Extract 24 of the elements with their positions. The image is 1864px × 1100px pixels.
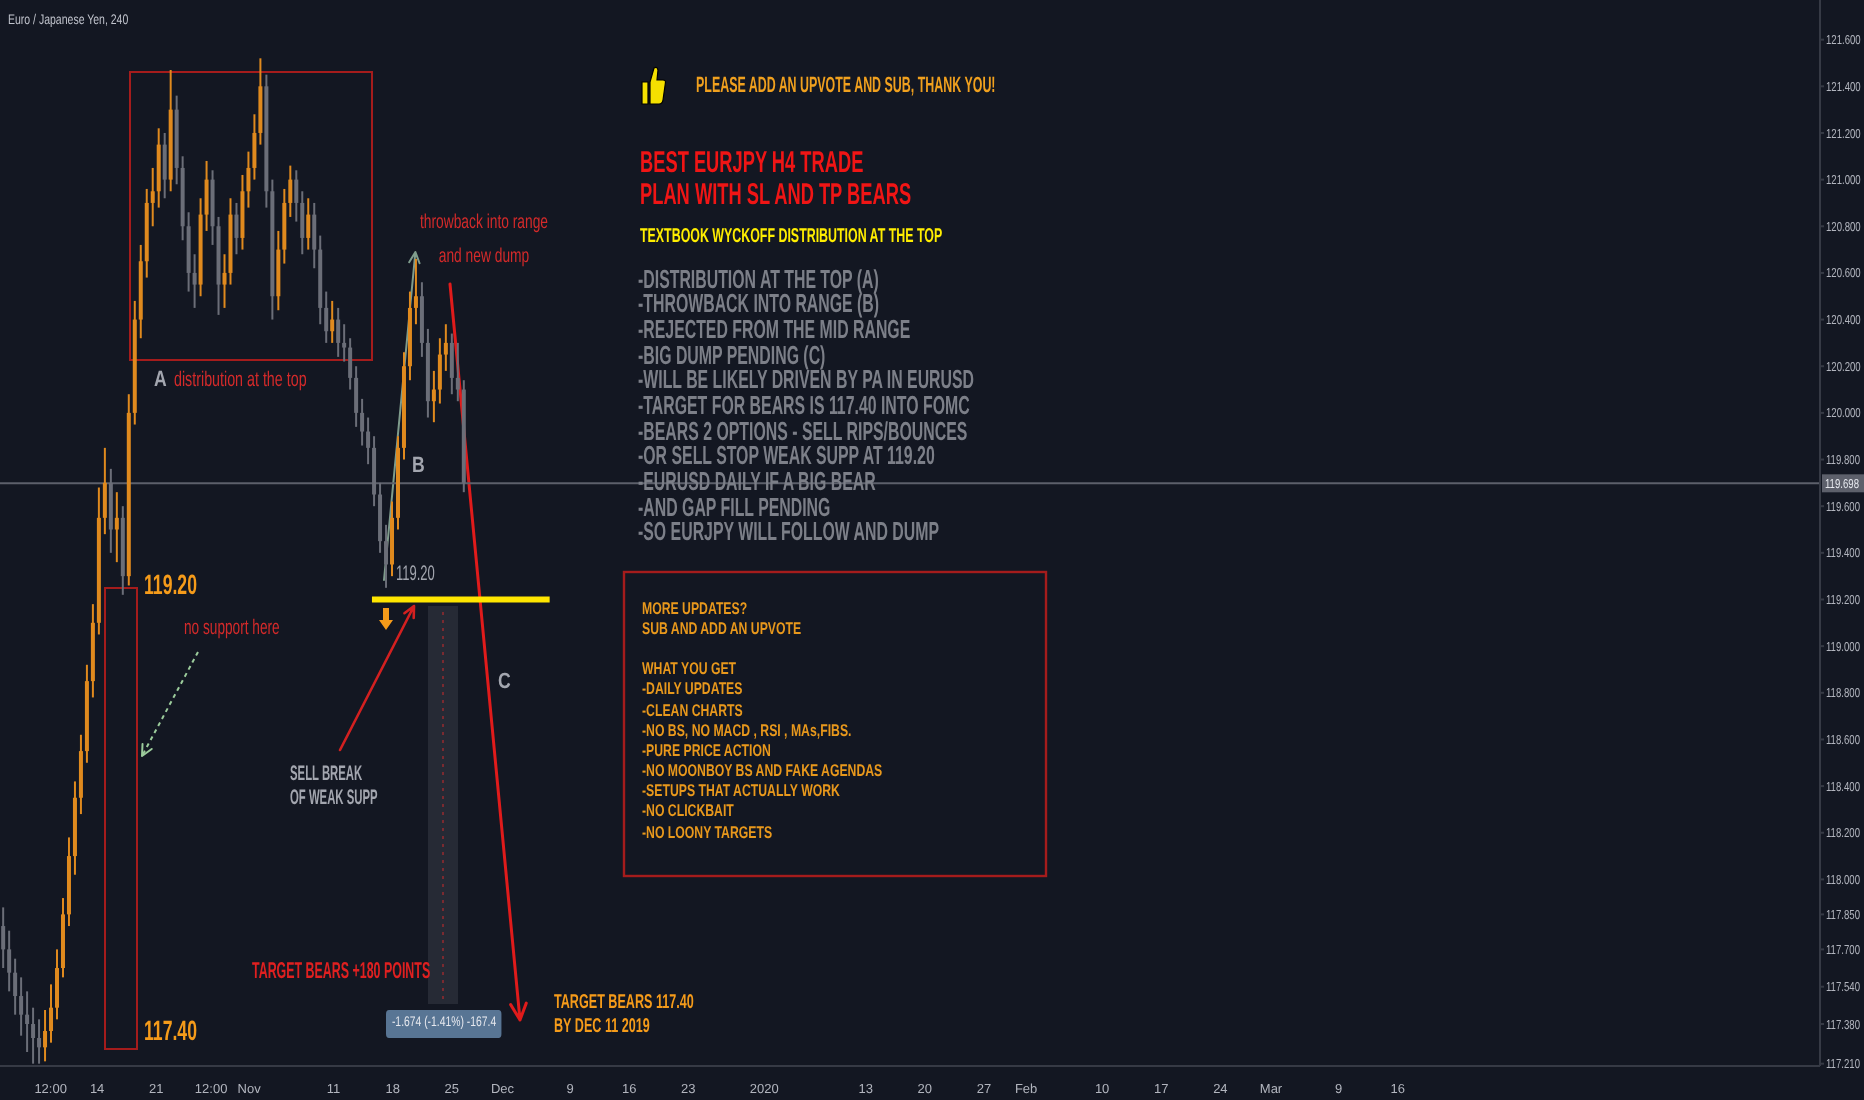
candlestick xyxy=(162,131,167,200)
annotation: distribution at the top xyxy=(174,367,307,392)
candlestick xyxy=(449,332,454,396)
annotation: TARGET BEARS +180 POINTS xyxy=(251,959,430,984)
annotation: throwback into range and new dump xyxy=(419,210,549,273)
candlestick xyxy=(234,201,239,256)
annotation: no support here xyxy=(184,616,280,641)
annotation: B xyxy=(411,453,425,478)
candlestick xyxy=(306,197,311,251)
annotation: 119.20 xyxy=(395,561,435,586)
text: MORE UPDATES? SUB AND ADD AN UPVOTE WHAT YOU GET -DAILY UPDATES -CLEAN CHARTS -NO BS, NO MACD , RSI , MAs,FIBS. -PURE PRICE ACTION -NO MOONBOY BS AND FAKE AGENDAS -SETUPS THAT ACTUALLY WORK -NO CLICKBAIT -NO LOONY TARGETS xyxy=(641,597,882,842)
annotation: A xyxy=(153,367,166,392)
candlestick xyxy=(108,467,113,554)
annotation: PLEASE ADD AN UPVOTE AND SUB, THANK YOU! xyxy=(696,73,996,98)
annotation: BEST EURJPY H4 TRADE PLAN WITH SL AND TP BEARS xyxy=(640,145,912,211)
annotation: SELL BREAK OF WEAK SUPP xyxy=(289,761,377,810)
annotation: 119.20 xyxy=(144,568,197,601)
annotation: 117.40 xyxy=(144,1014,197,1047)
annotation: TEXTBOOK WYCKOFF DISTRIBUTION AT THE TOP xyxy=(640,225,943,248)
annotation: TARGET BEARS 117.40 BY DEC 11 2019 xyxy=(554,991,694,1042)
candlestick xyxy=(330,299,335,344)
candlestick xyxy=(114,491,119,564)
annotation: C xyxy=(498,669,511,694)
candlestick xyxy=(336,306,341,358)
